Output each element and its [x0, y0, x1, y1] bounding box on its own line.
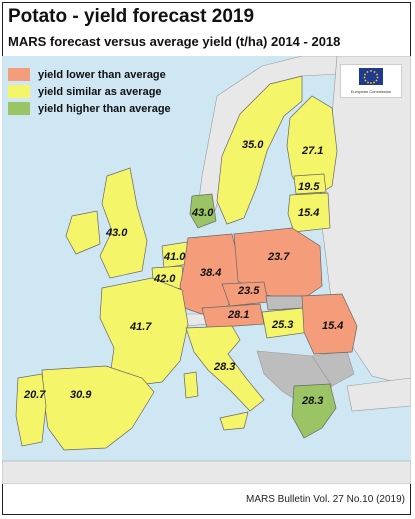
portugal — [15, 373, 47, 447]
legend-label-higher: yield higher than average — [38, 102, 171, 115]
label-netherlands: 41.0 — [163, 251, 186, 263]
label-finland: 27.1 — [301, 145, 323, 157]
legend-swatch-similar — [8, 85, 30, 98]
label-france: 41.7 — [129, 321, 152, 333]
europe-map: 35.0 27.1 19.5 15.4 43.0 43.0 41.0 42.0 … — [2, 56, 411, 484]
svg-text:European Commission: European Commission — [351, 89, 391, 94]
legend-swatch-higher — [8, 102, 30, 115]
legend-label-lower: yield lower than average — [38, 68, 166, 81]
label-uk-ireland: 43.0 — [105, 227, 128, 239]
turkey — [346, 377, 411, 412]
legend-item-higher: yield higher than average — [8, 100, 171, 117]
label-latvia-lithuania: 15.4 — [298, 207, 319, 219]
label-germany: 38.4 — [200, 267, 221, 279]
spain — [41, 365, 155, 451]
greece — [291, 383, 337, 439]
label-belgium: 42.0 — [153, 273, 176, 285]
italy — [185, 325, 265, 412]
estonia — [293, 173, 327, 195]
label-austria: 28.1 — [227, 309, 249, 321]
latvia-lithuania — [287, 192, 331, 233]
uk — [99, 167, 148, 279]
romania — [301, 293, 358, 355]
slovakia — [265, 295, 305, 311]
label-poland: 23.7 — [267, 251, 290, 263]
label-italy: 28.3 — [213, 361, 235, 373]
north-africa — [2, 460, 411, 484]
source-footer: MARS Bulletin Vol. 27 No.10 (2019) — [246, 494, 405, 505]
legend-item-lower: yield lower than average — [8, 66, 171, 83]
sweden — [216, 75, 303, 225]
european-commission-logo: European Commission — [340, 64, 402, 98]
label-denmark: 43.0 — [191, 207, 214, 219]
ireland — [65, 210, 101, 255]
label-sweden: 35.0 — [242, 139, 264, 151]
france — [99, 277, 189, 387]
denmark — [189, 193, 217, 229]
label-romania: 15.4 — [322, 320, 343, 332]
label-portugal: 20.7 — [23, 389, 46, 401]
legend-item-similar: yield similar as average — [8, 83, 171, 100]
label-estonia: 19.5 — [298, 181, 320, 193]
legend-swatch-lower — [8, 68, 30, 81]
label-greece: 28.3 — [301, 395, 323, 407]
sicily — [219, 411, 249, 431]
label-spain: 30.9 — [70, 389, 92, 401]
label-hungary: 25.3 — [271, 319, 293, 331]
eu-flag-icon: European Commission — [351, 68, 391, 94]
finland — [286, 95, 338, 202]
map-legend: yield lower than average yield similar a… — [8, 66, 171, 117]
legend-label-similar: yield similar as average — [38, 85, 162, 98]
label-czechia: 23.5 — [237, 285, 260, 297]
map-subtitle: MARS forecast versus average yield (t/ha… — [8, 34, 341, 49]
sardinia — [183, 371, 199, 399]
map-title: Potato - yield forecast 2019 — [8, 6, 255, 27]
